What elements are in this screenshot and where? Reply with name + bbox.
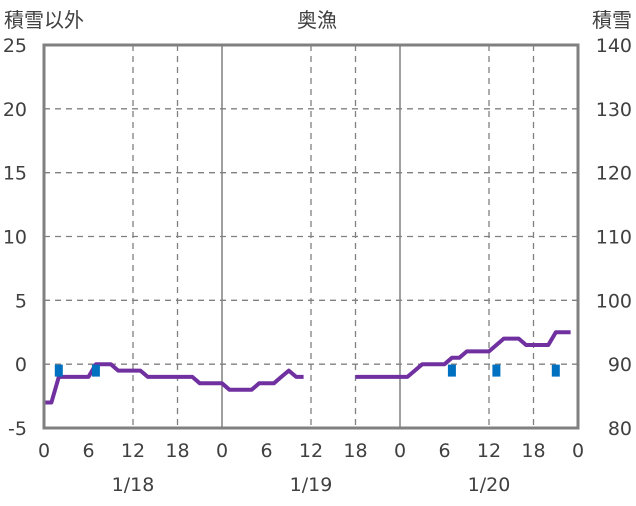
precip-marker bbox=[91, 364, 100, 377]
precip-marker bbox=[551, 364, 560, 377]
x-tick-label: 12 bbox=[121, 440, 145, 462]
precip-marker bbox=[447, 364, 456, 377]
precip-marker bbox=[54, 364, 63, 377]
snow-depth-line bbox=[44, 362, 304, 405]
plot-frame bbox=[42, 43, 580, 430]
y-left-tick-label: 5 bbox=[15, 290, 27, 312]
x-tick-label: 6 bbox=[82, 440, 94, 462]
x-tick-label: 18 bbox=[343, 440, 367, 462]
date-label: 1/18 bbox=[112, 474, 155, 496]
y-right-tick-label: 120 bbox=[596, 163, 632, 185]
x-tick-label: 0 bbox=[38, 440, 50, 462]
y-right-tick-label: 100 bbox=[596, 290, 632, 312]
y-left-tick-label: 20 bbox=[3, 99, 27, 121]
x-tick-label: 6 bbox=[260, 440, 272, 462]
y-left-tick-label: -5 bbox=[8, 418, 27, 440]
y-left-tick-label: 10 bbox=[3, 227, 27, 249]
right-axis-title: 積雪 bbox=[592, 8, 632, 32]
snow-depth-line bbox=[355, 330, 571, 379]
left-axis-title: 積雪以外 bbox=[4, 8, 84, 32]
y-right-tick-label: 90 bbox=[608, 354, 632, 376]
y-right-tick-label: 80 bbox=[608, 418, 632, 440]
y-left-tick-label: 25 bbox=[3, 35, 27, 57]
precip-marker bbox=[492, 364, 501, 377]
y-left-tick-label: 0 bbox=[15, 354, 27, 376]
x-tick-label: 12 bbox=[477, 440, 501, 462]
series-layer bbox=[44, 330, 571, 405]
x-tick-label: 12 bbox=[299, 440, 323, 462]
grid-lines bbox=[44, 45, 578, 428]
x-tick-label: 18 bbox=[521, 440, 545, 462]
x-tick-label: 6 bbox=[438, 440, 450, 462]
chart-title: 奥漁 bbox=[297, 8, 337, 32]
y-left-tick-label: 15 bbox=[3, 163, 27, 185]
y-right-tick-label: 140 bbox=[596, 35, 632, 57]
x-tick-label: 0 bbox=[216, 440, 228, 462]
y-right-tick-label: 110 bbox=[596, 227, 632, 249]
date-label: 1/19 bbox=[290, 474, 333, 496]
x-tick-label: 0 bbox=[572, 440, 584, 462]
x-tick-label: 18 bbox=[165, 440, 189, 462]
y-right-tick-label: 130 bbox=[596, 99, 632, 121]
date-label: 1/20 bbox=[468, 474, 511, 496]
x-tick-label: 0 bbox=[394, 440, 406, 462]
